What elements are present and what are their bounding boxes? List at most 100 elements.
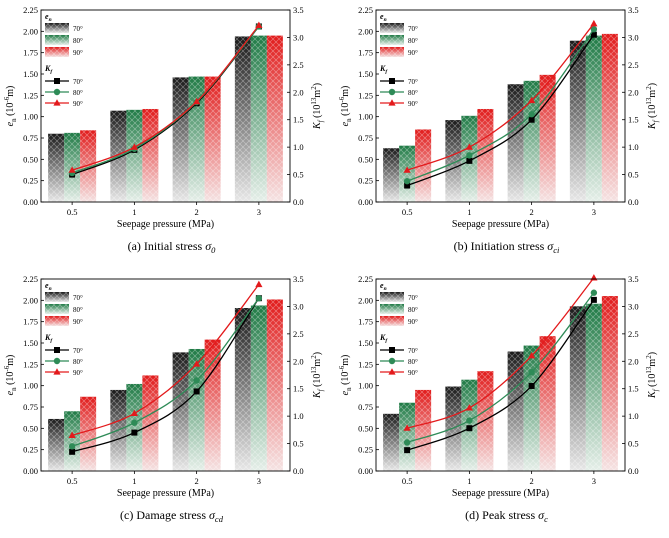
line-point [403,177,411,185]
y2-tick-label: 0.0 [628,197,639,207]
legend-bar-hatch [45,304,69,314]
series-line [71,26,260,174]
bar-hatch [383,413,400,471]
y-tick-label: 1.00 [23,112,38,122]
line-point [404,447,411,454]
series-line [406,28,595,182]
bar-hatch [569,306,586,471]
y-tick-label: 0.25 [358,445,373,455]
legend-bar-hatch [45,292,69,302]
line-point [68,431,76,438]
legend-bar-label: 80° [408,306,418,314]
line-point [466,425,473,432]
y2-tick-label: 0.5 [293,170,304,180]
legend-bar-hatch [380,292,404,302]
legend-bar-label: 90° [408,318,418,326]
y2-tick-label: 2.5 [628,329,639,339]
bar-hatch [415,389,432,471]
line-point [528,382,535,389]
y-axis-title: en (10-6m) [338,86,353,127]
legend-line-label: 80° [408,89,418,97]
bar-hatch [585,303,602,471]
legend-bar-hatch [45,47,69,57]
y-tick-label: 1.50 [358,69,373,79]
x-tick-label: 0.5 [402,207,413,217]
x-tick-label: 2 [195,476,199,486]
x-tick-label: 0.5 [402,476,413,486]
line-point [131,419,138,426]
legend-marker [389,347,395,353]
y2-axis-title: Kf (1013m2) [310,83,325,130]
legend-marker [388,368,396,375]
chart-panel: 0.00 0.25 0.50 0.75 1.00 1.25 1.50 1.75 2.00 2.25… [3,274,325,524]
y-tick-label: 1.00 [358,381,373,391]
bar-hatch [142,375,159,471]
x-tick-label: 1 [467,207,471,217]
y2-tick-label: 3.0 [293,301,304,311]
bar-hatch [126,383,143,471]
y-tick-label: 1.00 [23,381,38,391]
line-point [69,448,76,455]
series-line [406,292,595,444]
line-point [466,152,473,159]
line-point [590,31,597,38]
legend-bar-label: 80° [408,37,418,45]
legend-marker [53,368,61,375]
legend-marker [53,99,61,106]
legend-en-heading: en [380,281,387,292]
legend-line-label: 90° [408,100,418,108]
legend-marker [388,357,396,365]
legend-bar-label: 80° [73,37,83,45]
line-point [528,352,536,359]
line-point [590,19,598,27]
y-tick-label: 0.00 [358,197,373,207]
y2-tick-label: 3.5 [293,274,304,284]
y-tick-label: 1.25 [23,90,38,100]
y-tick-label: 0.75 [358,133,373,143]
bar-hatch [399,402,416,471]
y-tick-label: 0.50 [358,423,373,433]
y2-tick-label: 3.5 [293,5,304,15]
y-tick-label: 2.25 [23,5,38,15]
series-line [71,297,260,453]
line-point [130,143,138,150]
line-point [403,424,411,431]
y2-tick-label: 1.0 [293,411,304,421]
line-point [255,295,263,302]
y-tick-label: 0.50 [23,154,38,164]
y2-tick-label: 3.5 [628,5,639,15]
y-axis-title: en (10-6m) [3,86,18,127]
line-point [528,369,535,376]
y-tick-label: 0.75 [23,402,38,412]
y2-tick-label: 0.5 [628,439,639,449]
bar-hatch [445,386,462,471]
x-axis-title: Seepage pressure (MPa) [452,488,549,499]
x-axis-title: Seepage pressure (MPa) [117,488,214,499]
x-tick-label: 1 [467,476,471,486]
y-tick-label: 2.00 [358,295,373,305]
x-axis-title: Seepage pressure (MPa) [452,219,549,230]
y2-tick-label: 0.0 [628,466,639,476]
bar-hatch [172,77,189,202]
chart-panel: 0.00 0.25 0.50 0.75 1.00 1.25 1.50 1.75 2.00 2.25… [338,5,660,255]
legend-bar-hatch [45,23,69,33]
line-point [193,97,201,105]
bar-hatch [601,296,618,471]
y2-tick-label: 2.0 [628,87,639,97]
line-point [255,21,263,28]
line-point [590,296,597,303]
y-tick-label: 2.00 [23,295,38,305]
line-point [403,166,411,173]
line-point [130,409,138,416]
y2-tick-label: 1.5 [293,384,304,394]
y2-axis-title: Kf (1013m2) [645,352,660,399]
line-point [403,439,411,446]
series-line [71,284,260,436]
y-tick-label: 0.75 [23,133,38,143]
panel-caption: (d) Peak stress σc [465,508,548,524]
line-point [465,143,473,150]
x-axis-title: Seepage pressure (MPa) [117,219,214,230]
y2-tick-label: 3.0 [628,301,639,311]
line-point [68,443,76,450]
